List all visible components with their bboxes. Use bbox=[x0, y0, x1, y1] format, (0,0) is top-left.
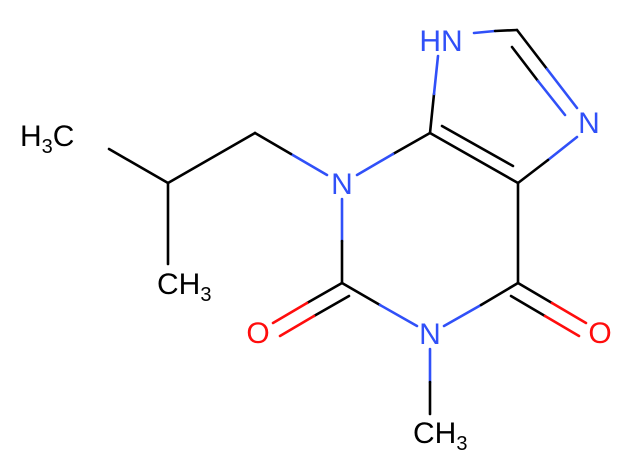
bond bbox=[543, 314, 581, 338]
bond bbox=[509, 294, 547, 318]
bond bbox=[550, 301, 588, 325]
bond bbox=[546, 135, 579, 162]
bond bbox=[479, 281, 520, 307]
bond bbox=[428, 131, 520, 185]
bond bbox=[472, 29, 497, 35]
bond bbox=[515, 28, 549, 71]
atom-label: N bbox=[419, 318, 441, 351]
bond bbox=[536, 79, 567, 117]
bond bbox=[378, 303, 419, 328]
bond bbox=[107, 147, 170, 185]
atom-label: N bbox=[578, 107, 600, 140]
bond bbox=[516, 281, 554, 305]
bond bbox=[432, 54, 440, 96]
atom-label: O bbox=[246, 317, 269, 350]
bonds bbox=[107, 28, 588, 416]
bond bbox=[166, 131, 257, 185]
atom-labels: H3C N CH3 O N CH3 O N HN bbox=[20, 25, 612, 455]
atom-label: CH3 bbox=[157, 268, 211, 306]
bond bbox=[278, 314, 316, 338]
bond bbox=[440, 124, 515, 168]
atom-label: O bbox=[588, 317, 611, 350]
bond bbox=[442, 303, 483, 328]
bond bbox=[253, 131, 293, 156]
bond bbox=[428, 92, 436, 135]
atom-label: CH3 bbox=[413, 417, 467, 455]
bond bbox=[289, 152, 329, 177]
bond bbox=[271, 301, 309, 325]
atom-label: N bbox=[331, 168, 353, 201]
atom-label: H3C bbox=[20, 120, 74, 158]
bond bbox=[340, 281, 382, 307]
bond bbox=[391, 131, 432, 156]
bond bbox=[510, 45, 540, 83]
atom-label: HN bbox=[419, 25, 462, 58]
bond bbox=[312, 294, 351, 318]
bond bbox=[545, 67, 579, 110]
bond bbox=[493, 28, 519, 33]
bond bbox=[355, 152, 395, 177]
bond bbox=[516, 158, 550, 185]
bond bbox=[305, 281, 344, 305]
